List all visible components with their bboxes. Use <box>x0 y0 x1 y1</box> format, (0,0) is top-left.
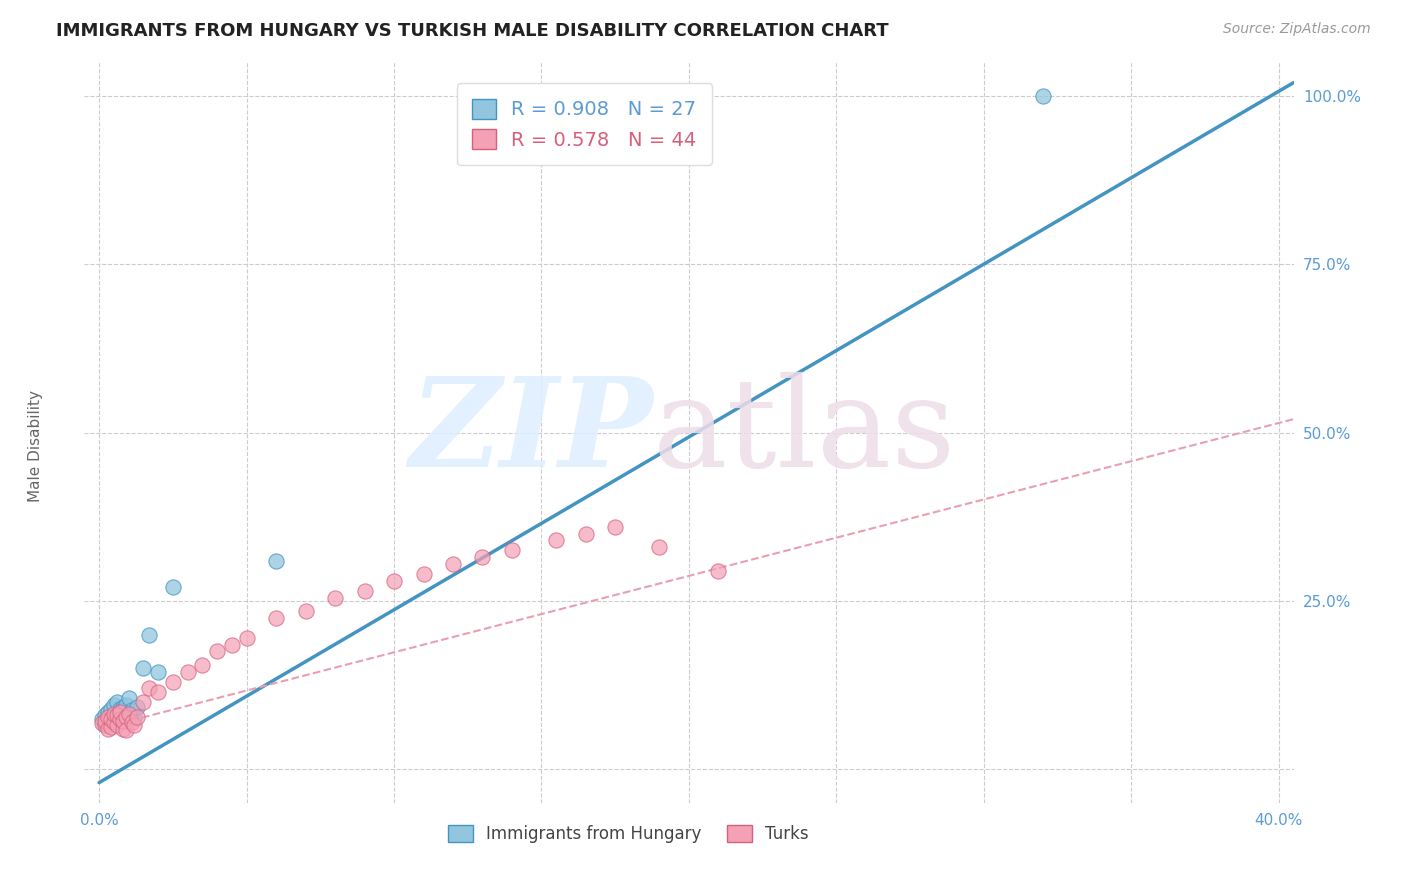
Point <box>605 520 627 534</box>
Point <box>94 708 117 723</box>
Point <box>546 533 568 548</box>
Point <box>162 674 184 689</box>
Point <box>323 591 346 605</box>
Point <box>111 722 134 736</box>
Point <box>97 709 120 723</box>
Text: atlas: atlas <box>652 372 956 493</box>
Point <box>132 695 155 709</box>
Point <box>114 709 136 723</box>
Point <box>105 717 128 731</box>
Point <box>1032 89 1054 103</box>
Point <box>127 709 149 723</box>
Text: Source: ZipAtlas.com: Source: ZipAtlas.com <box>1223 22 1371 37</box>
Point <box>100 712 122 726</box>
Point <box>114 714 136 728</box>
Point <box>100 714 122 729</box>
Point <box>176 665 198 679</box>
Point <box>124 711 146 725</box>
Point <box>235 631 257 645</box>
Point <box>103 712 125 726</box>
Point <box>264 553 287 567</box>
Point <box>97 718 120 732</box>
Text: IMMIGRANTS FROM HUNGARY VS TURKISH MALE DISABILITY CORRELATION CHART: IMMIGRANTS FROM HUNGARY VS TURKISH MALE … <box>56 22 889 40</box>
Point <box>100 701 122 715</box>
Point <box>105 695 128 709</box>
Point <box>707 564 730 578</box>
Point <box>91 716 114 731</box>
Point <box>103 698 125 713</box>
Point <box>121 703 143 717</box>
Point <box>94 714 117 728</box>
Point <box>138 627 160 641</box>
Point <box>191 657 214 672</box>
Legend: Immigrants from Hungary, Turks: Immigrants from Hungary, Turks <box>441 819 815 850</box>
Point <box>111 714 134 728</box>
Point <box>138 681 160 696</box>
Point <box>100 720 122 734</box>
Point <box>91 712 114 726</box>
Point <box>648 540 671 554</box>
Point <box>108 701 131 715</box>
Point <box>105 708 128 723</box>
Point <box>94 718 117 732</box>
Point <box>205 644 228 658</box>
Point <box>132 661 155 675</box>
Point <box>264 610 287 624</box>
Point <box>162 581 184 595</box>
Point <box>114 698 136 713</box>
Point <box>108 705 131 719</box>
Point <box>575 526 598 541</box>
Point <box>382 574 405 588</box>
Point <box>97 722 120 736</box>
Point <box>353 583 375 598</box>
Point <box>121 714 143 729</box>
Point <box>294 604 316 618</box>
Point <box>471 550 494 565</box>
Point <box>103 706 125 721</box>
Point <box>117 706 139 721</box>
Point <box>441 557 464 571</box>
Point <box>114 723 136 738</box>
Point <box>127 700 149 714</box>
Point <box>124 718 146 732</box>
Point <box>97 705 120 719</box>
Point <box>94 714 117 729</box>
Point <box>412 566 434 581</box>
Point <box>146 685 169 699</box>
Text: ZIP: ZIP <box>409 372 652 493</box>
Point <box>146 665 169 679</box>
Point <box>108 712 131 726</box>
Point <box>111 700 134 714</box>
Point <box>108 705 131 719</box>
Text: Male Disability: Male Disability <box>28 390 42 502</box>
Point <box>117 691 139 706</box>
Point <box>501 543 523 558</box>
Point <box>105 708 128 723</box>
Point <box>111 703 134 717</box>
Point <box>103 714 125 729</box>
Point <box>221 638 243 652</box>
